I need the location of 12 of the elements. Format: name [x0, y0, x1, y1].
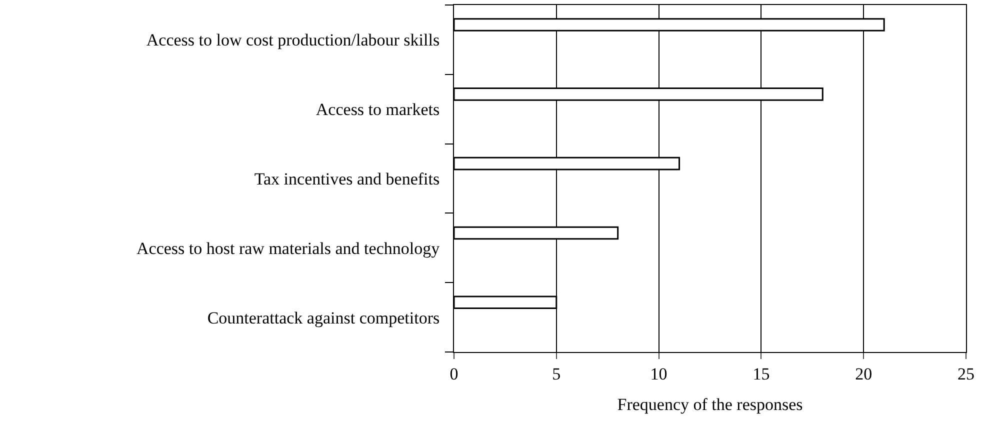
- y-tick-label: Tax incentives and benefits: [254, 169, 440, 188]
- x-tick-label: 10: [650, 364, 668, 384]
- x-tick-label: 20: [855, 364, 872, 384]
- x-tick-label: 0: [450, 364, 458, 384]
- y-tick-label: Access to markets: [316, 100, 440, 120]
- x-tick-label: 15: [752, 364, 770, 384]
- x-axis-title: Frequency of the responses: [617, 394, 803, 414]
- y-tick-label: Counterattack against competitors: [207, 308, 440, 328]
- x-tick-label: 5: [552, 364, 561, 384]
- y-tick-label: Access to low cost production/labour skills: [146, 30, 440, 50]
- y-tick-label: Access to host raw materials and technology: [136, 238, 440, 258]
- x-tick-label: 25: [958, 364, 974, 384]
